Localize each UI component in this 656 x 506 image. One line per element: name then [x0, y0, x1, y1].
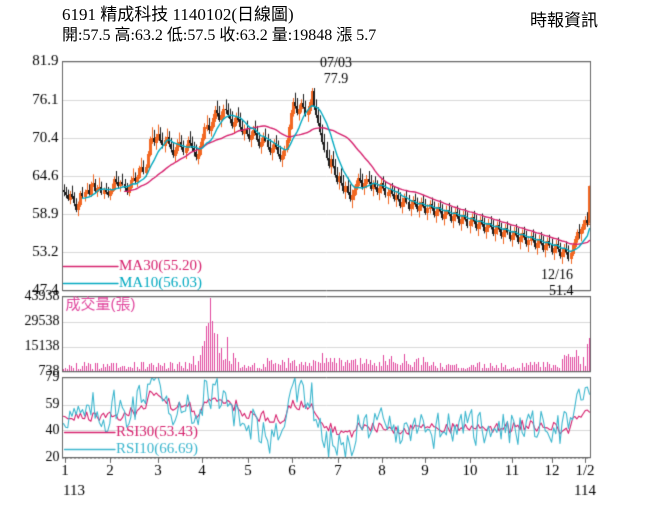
chart-canvas — [0, 0, 656, 506]
stock-chart-page: 6191 精成科技 1140102(日線圖) 開:57.5 高:63.2 低:5… — [0, 0, 656, 506]
